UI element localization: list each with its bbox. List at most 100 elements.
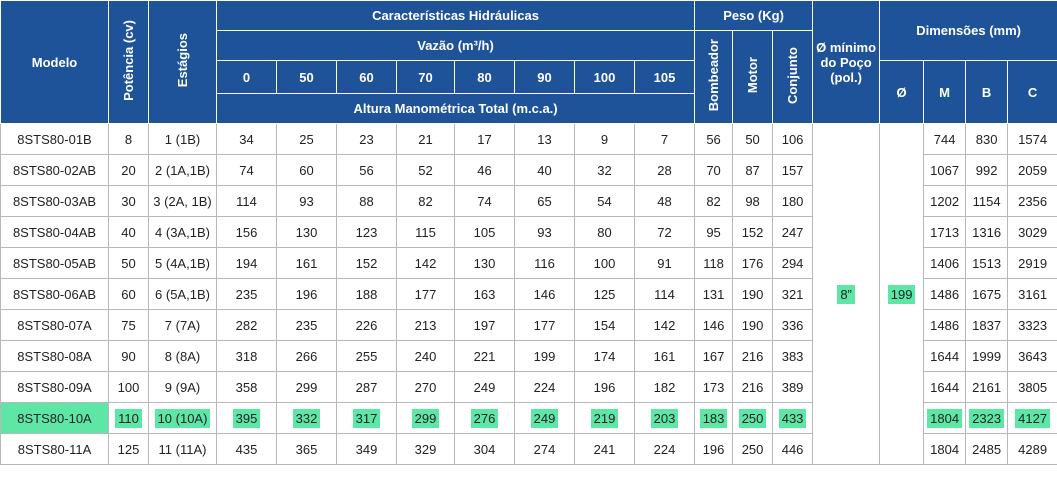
cell-estagios-value: 11 (11A) <box>158 441 207 457</box>
cell-head-value: 349 <box>355 441 378 457</box>
cell-m-value: 1644 <box>930 348 960 364</box>
cell-head-value: 304 <box>473 441 496 457</box>
cell-head-value: 72 <box>657 224 672 240</box>
cell-conjunto: 157 <box>772 154 814 186</box>
cell-c: 1574 <box>1007 123 1057 155</box>
table-row: 8STS80-06AB 60 6 (5A,1B) 235 196 188 177 163 146… <box>0 278 1057 310</box>
cell-estagios: 10 (10A) <box>148 402 217 434</box>
cell-head: 130 <box>276 216 337 248</box>
cell-b: 1316 <box>965 216 1009 248</box>
table-row: 8STS80-07A 75 7 (7A) 282 235 226 213 197 177 154 1… <box>0 309 1057 341</box>
cell-potencia: 40 <box>108 216 149 248</box>
cell-bombeador-value: 70 <box>706 162 721 178</box>
cell-modelo: 8STS80-07A <box>0 309 109 341</box>
cell-head: 287 <box>336 371 397 403</box>
cell-c-value: 1574 <box>1018 131 1048 147</box>
cell-head: 114 <box>633 278 696 310</box>
cell-head-value: 115 <box>415 224 436 240</box>
cell-head: 74 <box>216 154 277 186</box>
cell-head-value: 270 <box>414 379 437 395</box>
cell-estagios: 7 (7A) <box>148 309 217 341</box>
header-bombeador: Bombeador <box>694 30 734 124</box>
table-row: 8STS80-10A 110 10 (10A) 395 332 317 299 276 249 2… <box>0 402 1057 434</box>
cell-m: 1644 <box>923 340 967 372</box>
cell-c: 3029 <box>1007 216 1057 248</box>
cell-bombeador: 70 <box>694 154 734 186</box>
cell-head: 54 <box>574 185 635 217</box>
table-row: 8STS80-02AB 20 2 (1A,1B) 74 60 56 52 46 40 32 28 70… <box>0 154 1057 186</box>
cell-c: 3161 <box>1007 278 1057 310</box>
cell-head: 105 <box>454 216 515 248</box>
cell-head: 80 <box>574 216 635 248</box>
cell-head-value: 226 <box>355 317 378 333</box>
cell-head: 115 <box>396 216 455 248</box>
cell-bombeador: 56 <box>694 123 734 155</box>
cell-potencia-value: 100 <box>117 379 140 395</box>
cell-head: 7 <box>633 123 696 155</box>
cell-estagios: 4 (3A,1B) <box>148 216 217 248</box>
cell-head-value: 163 <box>473 286 496 302</box>
cell-head-value: 358 <box>235 379 258 395</box>
cell-motor-value: 50 <box>745 131 760 147</box>
cell-conjunto-value: 106 <box>781 131 804 147</box>
cell-modelo-value: 8STS80-06AB <box>12 286 97 302</box>
diam-value: 199 <box>887 284 916 304</box>
cell-head-value: 116 <box>534 255 555 271</box>
cell-head-value: 156 <box>235 224 258 240</box>
header-m: M <box>923 60 967 124</box>
cell-modelo-value: 8STS80-04AB <box>12 224 97 240</box>
cell-head: 196 <box>276 278 337 310</box>
cell-c-value: 3161 <box>1018 286 1048 302</box>
cell-modelo: 8STS80-03AB <box>0 185 109 217</box>
cell-head-value: 91 <box>657 255 672 271</box>
cell-motor-value: 98 <box>745 193 760 209</box>
cell-estagios-value: 5 (4A,1B) <box>155 255 210 271</box>
cell-head: 182 <box>633 371 696 403</box>
cell-head: 358 <box>216 371 277 403</box>
cell-b-value: 2161 <box>972 379 1002 395</box>
cell-m-value: 1644 <box>930 379 960 395</box>
cell-bombeador-value: 146 <box>702 317 725 333</box>
table-row: 8STS80-08A 90 8 (8A) 318 266 255 240 221 199 174 1… <box>0 340 1057 372</box>
cell-estagios-value: 7 (7A) <box>164 317 201 333</box>
cell-bombeador-value: 196 <box>702 441 725 457</box>
header-estagios-label: Estágios <box>175 33 190 88</box>
cell-head-value: 317 <box>352 408 381 428</box>
cell-estagios-value: 9 (9A) <box>164 379 201 395</box>
cell-head: 203 <box>633 402 696 434</box>
cell-head: 34 <box>216 123 277 155</box>
cell-head-value: 25 <box>299 131 314 147</box>
cell-c-value: 2919 <box>1018 255 1048 271</box>
header-b: B <box>965 60 1009 124</box>
cell-head-value: 161 <box>295 255 318 271</box>
cell-head-value: 65 <box>537 193 552 209</box>
cell-modelo-value: 8STS80-02AB <box>12 162 97 178</box>
cell-head: 142 <box>633 309 696 341</box>
cell-potencia-value: 40 <box>121 224 136 240</box>
cell-head-value: 80 <box>597 224 612 240</box>
cell-head-value: 199 <box>533 348 556 364</box>
cell-bombeador: 118 <box>694 247 734 279</box>
header-dimensoes: Dimensões (mm) <box>879 0 1057 61</box>
cell-head-value: 60 <box>299 162 314 178</box>
cell-head-value: 46 <box>477 162 492 178</box>
cell-c-value: 4289 <box>1018 441 1048 457</box>
cell-head: 21 <box>396 123 455 155</box>
cell-estagios: 6 (5A,1B) <box>148 278 217 310</box>
cell-head: 114 <box>216 185 277 217</box>
cell-b-value: 992 <box>975 162 998 178</box>
cell-head-value: 224 <box>533 379 556 395</box>
cell-head-value: 154 <box>593 317 616 333</box>
cell-head: 332 <box>276 402 337 434</box>
cell-bombeador-value: 183 <box>699 408 728 428</box>
header-flow: 100 <box>574 60 635 94</box>
cell-conjunto: 336 <box>772 309 814 341</box>
cell-m-value: 1486 <box>930 317 960 333</box>
cell-head-value: 130 <box>473 255 496 271</box>
cell-head-value: 123 <box>355 224 378 240</box>
cell-estagios: 2 (1A,1B) <box>148 154 217 186</box>
cell-estagios-value: 10 (10A) <box>154 408 211 428</box>
cell-head: 93 <box>276 185 337 217</box>
cell-head: 194 <box>216 247 277 279</box>
cell-head-value: 318 <box>235 348 258 364</box>
